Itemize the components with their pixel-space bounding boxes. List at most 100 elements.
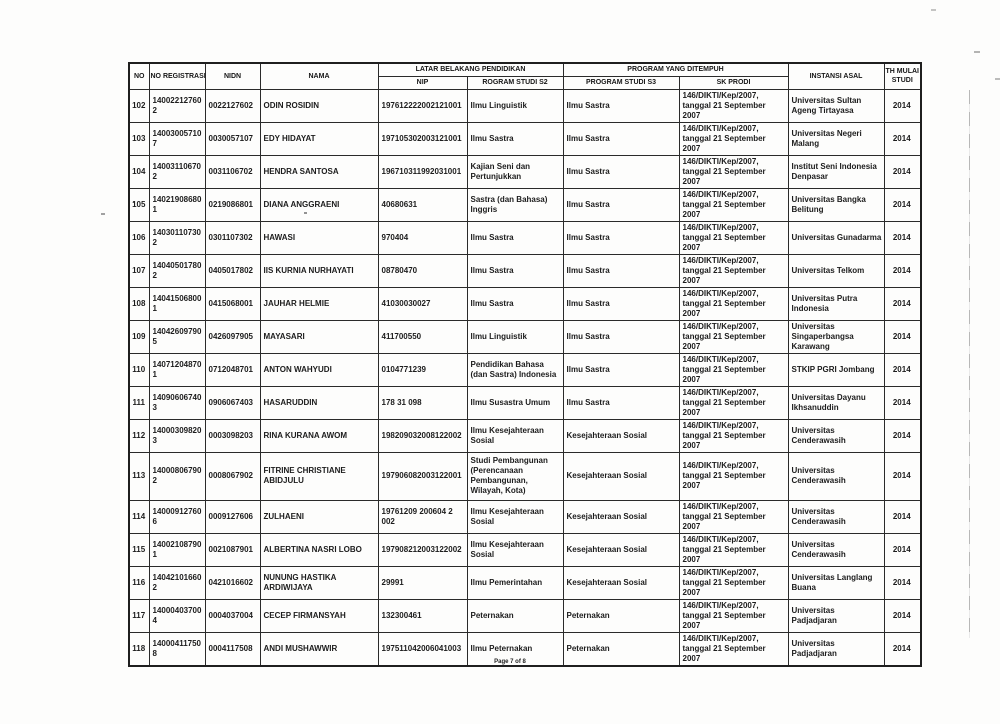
cell-s3: Ilmu Sastra bbox=[562, 286, 680, 321]
cell-th: 2014 bbox=[883, 418, 922, 453]
cell-nip: 0104771239 bbox=[377, 352, 468, 387]
scan-artifact-dash bbox=[995, 78, 1000, 80]
cell-sk: 146/DIKTI/Kep/2007, tanggal 21 September… bbox=[678, 565, 789, 600]
cell-sk: 146/DIKTI/Kep/2007, tanggal 21 September… bbox=[678, 319, 789, 354]
cell-no: 115 bbox=[128, 532, 150, 567]
cell-nidn: 0421016602 bbox=[204, 565, 261, 600]
cell-sk: 146/DIKTI/Kep/2007, tanggal 21 September… bbox=[678, 451, 789, 501]
cell-no: 117 bbox=[128, 598, 150, 633]
cell-no: 118 bbox=[128, 631, 150, 666]
cell-th: 2014 bbox=[883, 598, 922, 633]
column-header-sk-prodi: SK PRODI bbox=[678, 75, 789, 90]
cell-nidn: 0219086801 bbox=[204, 187, 261, 222]
cell-nip: 40680631 bbox=[377, 187, 468, 222]
cell-no: 105 bbox=[128, 187, 150, 222]
cell-s2: Ilmu Susastra Umum bbox=[466, 385, 564, 420]
table-row: 108 140415068001 0415068001 JAUHAR HELMIE 41… bbox=[128, 286, 922, 321]
cell-sk: 146/DIKTI/Kep/2007, tanggal 21 September… bbox=[678, 154, 789, 189]
table-row: 102 140022127602 0022127602 ODIN ROSIDIN 197… bbox=[128, 88, 922, 123]
table-header: NO NO REGISTRASI NIDN NAMA LATAR BELAKAN… bbox=[128, 62, 922, 90]
cell-sk: 146/DIKTI/Kep/2007, tanggal 21 September… bbox=[678, 253, 789, 288]
cell-nip: 198209032008122002 bbox=[377, 418, 468, 453]
cell-nidn: 0405017802 bbox=[204, 253, 261, 288]
table-row: 111 140906067403 0906067403 HASARUDDIN 178 3… bbox=[128, 385, 922, 420]
cell-no: 104 bbox=[128, 154, 150, 189]
column-header-nip: NIP bbox=[377, 75, 468, 90]
cell-instansi: Universitas Langlang Buana bbox=[787, 565, 885, 600]
cell-nip: 29991 bbox=[377, 565, 468, 600]
cell-reg: 140009127606 bbox=[148, 499, 206, 534]
cell-nip: 197906082003122001 bbox=[377, 451, 468, 501]
column-header-nama: NAMA bbox=[259, 62, 379, 90]
cell-s3: Ilmu Sastra bbox=[562, 121, 680, 156]
cell-nip: 132300461 bbox=[377, 598, 468, 633]
cell-reg: 140004117508 bbox=[148, 631, 206, 666]
cell-th: 2014 bbox=[883, 532, 922, 567]
cell-s3: Ilmu Sastra bbox=[562, 385, 680, 420]
cell-s2: Ilmu Linguistik bbox=[466, 319, 564, 354]
cell-sk: 146/DIKTI/Kep/2007, tanggal 21 September… bbox=[678, 631, 789, 666]
cell-nama: NUNUNG HASTIKA ARDIWIJAYA bbox=[259, 565, 379, 600]
cell-s3: Ilmu Sastra bbox=[562, 253, 680, 288]
table-row: 117 140004037004 0004037004 CECEP FIRMANSYA… bbox=[128, 598, 922, 633]
cell-s2: Ilmu Kesejahteraan Sosial bbox=[466, 418, 564, 453]
cell-nama: FITRINE CHRISTIANE ABIDJULU bbox=[259, 451, 379, 501]
cell-reg: 140008067902 bbox=[148, 451, 206, 501]
cell-instansi: Universitas Sultan Ageng Tirtayasa bbox=[787, 88, 885, 123]
cell-sk: 146/DIKTI/Kep/2007, tanggal 21 September… bbox=[678, 352, 789, 387]
cell-th: 2014 bbox=[883, 565, 922, 600]
cell-no: 116 bbox=[128, 565, 150, 600]
cell-no: 110 bbox=[128, 352, 150, 387]
cell-instansi: Universitas Cenderawasih bbox=[787, 418, 885, 453]
cell-th: 2014 bbox=[883, 319, 922, 354]
column-group-program-ditempuh: PROGRAM YANG DITEMPUH bbox=[562, 62, 789, 77]
table-row: 107 140405017802 0405017802 IIS KURNIA NURH… bbox=[128, 253, 922, 288]
cell-sk: 146/DIKTI/Kep/2007, tanggal 21 September… bbox=[678, 220, 789, 255]
cell-sk: 146/DIKTI/Kep/2007, tanggal 21 September… bbox=[678, 286, 789, 321]
cell-no: 103 bbox=[128, 121, 150, 156]
cell-instansi: Universitas Negeri Malang bbox=[787, 121, 885, 156]
cell-th: 2014 bbox=[883, 220, 922, 255]
cell-s2: Ilmu Sastra bbox=[466, 253, 564, 288]
table-row: 106 140301107302 0301107302 HAWASI 970404 Ilm… bbox=[128, 220, 922, 255]
cell-th: 2014 bbox=[883, 253, 922, 288]
cell-reg: 140906067403 bbox=[148, 385, 206, 420]
column-header-th-mulai-studi: TH MULAI STUDI bbox=[883, 62, 922, 90]
cell-nama: HAWASI bbox=[259, 220, 379, 255]
cell-nama: ALBERTINA NASRI LOBO bbox=[259, 532, 379, 567]
cell-th: 2014 bbox=[883, 187, 922, 222]
table-row: 116 140421016602 0421016602 NUNUNG HASTIKA … bbox=[128, 565, 922, 600]
cell-s3: Ilmu Sastra bbox=[562, 220, 680, 255]
cell-s3: Ilmu Sastra bbox=[562, 88, 680, 123]
cell-s3: Ilmu Sastra bbox=[562, 187, 680, 222]
cell-s2: Ilmu Sastra bbox=[466, 220, 564, 255]
cell-s2: Ilmu Pemerintahan bbox=[466, 565, 564, 600]
cell-s2: Ilmu Kesejahteraan Sosial bbox=[466, 499, 564, 534]
cell-instansi: Universitas Padjadjaran bbox=[787, 598, 885, 633]
table-row: 118 140004117508 0004117508 ANDI MUSHAWWIR 1… bbox=[128, 631, 922, 666]
cell-reg: 140030057107 bbox=[148, 121, 206, 156]
column-header-program-studi-s2: ROGRAM STUDI S2 bbox=[466, 75, 564, 90]
cell-nidn: 0021087901 bbox=[204, 532, 261, 567]
cell-nama: HASARUDDIN bbox=[259, 385, 379, 420]
table-body: 102 140022127602 0022127602 ODIN ROSIDIN 197… bbox=[128, 88, 922, 666]
cell-nama: EDY HIDAYAT bbox=[259, 121, 379, 156]
cell-s2: Studi Pembangunan (Perencanaan Pembangun… bbox=[466, 451, 564, 501]
cell-reg: 140421016602 bbox=[148, 565, 206, 600]
cell-instansi: Universitas Putra Indonesia bbox=[787, 286, 885, 321]
cell-nidn: 0004037004 bbox=[204, 598, 261, 633]
cell-nip: 19761209 200604 2 002 bbox=[377, 499, 468, 534]
cell-no: 113 bbox=[128, 451, 150, 501]
cell-nip: 197612222002121001 bbox=[377, 88, 468, 123]
cell-reg: 140301107302 bbox=[148, 220, 206, 255]
cell-instansi: Universitas Dayanu Ikhsanuddin bbox=[787, 385, 885, 420]
cell-th: 2014 bbox=[883, 88, 922, 123]
cell-no: 108 bbox=[128, 286, 150, 321]
cell-reg: 140426097905 bbox=[148, 319, 206, 354]
cell-th: 2014 bbox=[883, 451, 922, 501]
column-header-instansi-asal: INSTANSI ASAL bbox=[787, 62, 885, 90]
scan-artifact-vertical-line bbox=[969, 90, 970, 638]
cell-nama: ANTON WAHYUDI bbox=[259, 352, 379, 387]
cell-instansi: Universitas Cenderawasih bbox=[787, 499, 885, 534]
cell-reg: 140405017802 bbox=[148, 253, 206, 288]
